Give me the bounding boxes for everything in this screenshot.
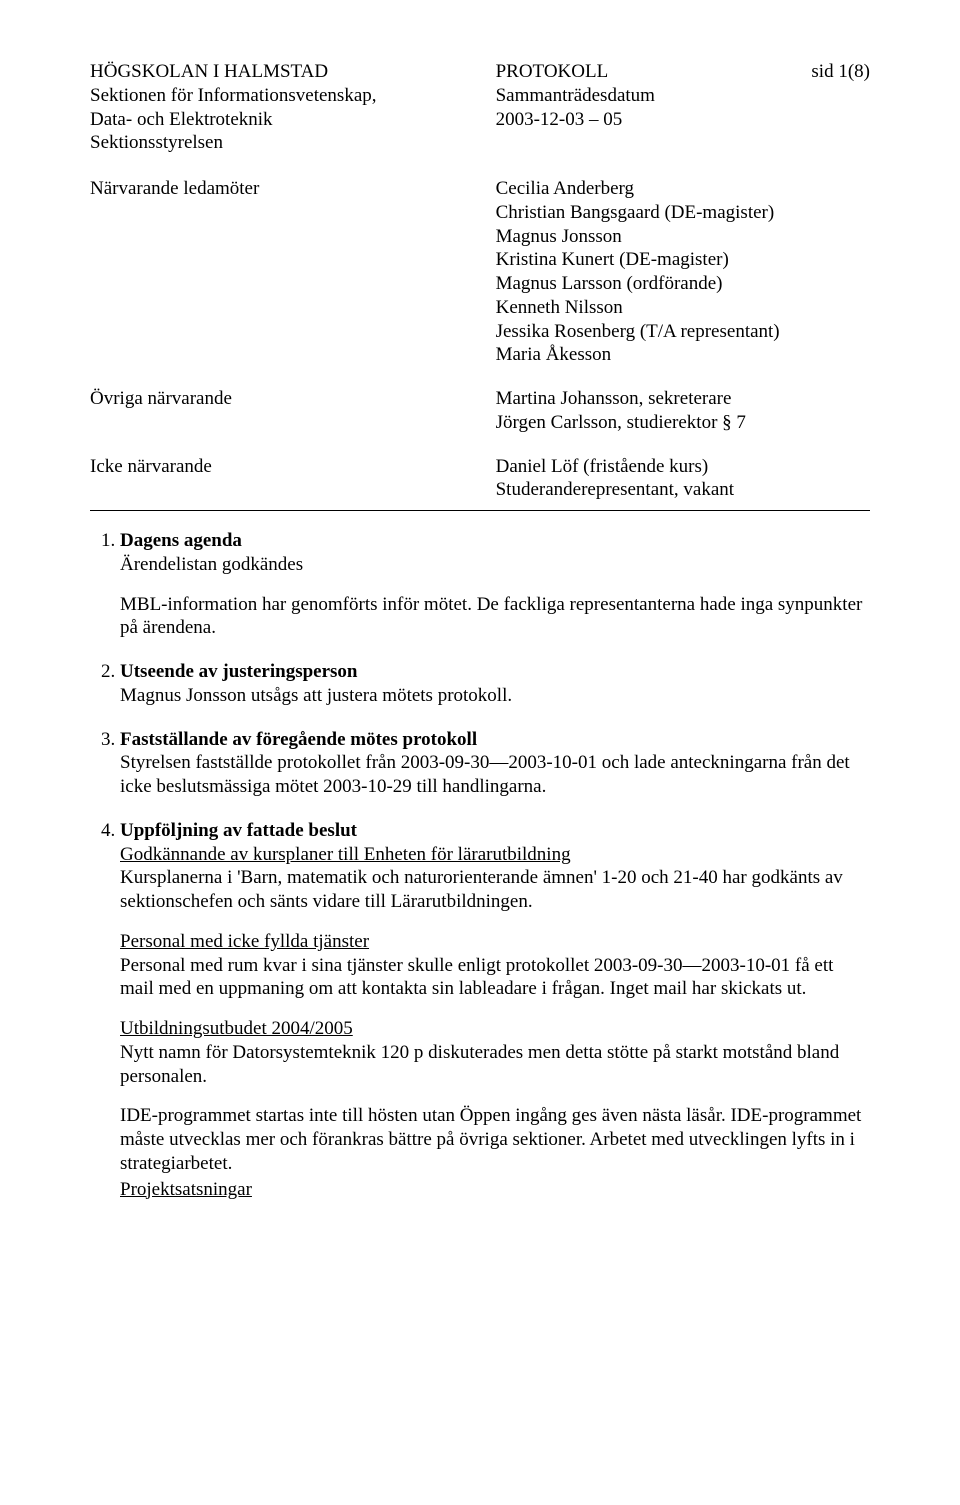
header-left: HÖGSKOLAN I HALMSTAD Sektionen för Infor… [90, 60, 496, 155]
subsection-title: Personal med icke fyllda tjänster [120, 931, 369, 952]
subsection-body: Kursplanerna i 'Barn, matematik och natu… [120, 867, 843, 912]
agenda-item-4: Uppföljning av fattade beslut Godkännand… [120, 819, 870, 1202]
item-paragraph: MBL-information har genomförts inför möt… [120, 593, 870, 641]
section-line-1: Sektionen för Informationsvetenskap, [90, 84, 496, 108]
present-members-list: Cecilia Anderberg Christian Bangsgaard (… [496, 177, 870, 367]
agenda-item-2: Utseende av justeringsperson Magnus Jons… [120, 660, 870, 708]
absent-label: Icke närvarande [90, 455, 496, 503]
item-title: Fastställande av föregående mötes protok… [120, 729, 477, 750]
attendance-block: Närvarande ledamöter Cecilia Anderberg C… [90, 177, 870, 502]
subsection: Utbildningsutbudet 2004/2005 Nytt namn f… [120, 1017, 870, 1176]
subsection: Personal med icke fyllda tjänster Person… [120, 930, 870, 1001]
person: Christian Bangsgaard (DE-magister) [496, 201, 870, 225]
datum-value: 2003-12-03 – 05 [496, 108, 761, 132]
subsection-body: Nytt namn för Datorsystemteknik 120 p di… [120, 1042, 839, 1087]
page: HÖGSKOLAN I HALMSTAD Sektionen för Infor… [0, 0, 960, 1505]
person: Magnus Jonsson [496, 225, 870, 249]
section-line-2: Data- och Elektroteknik [90, 108, 496, 132]
datum-label: Sammanträdesdatum [496, 84, 761, 108]
item-title: Utseende av justeringsperson [120, 661, 358, 682]
item-line: Ärendelistan godkändes [120, 554, 303, 575]
protokoll-label: PROTOKOLL [496, 60, 761, 84]
agenda-item-1: Dagens agenda Ärendelistan godkändes MBL… [120, 529, 870, 640]
header-middle: PROTOKOLL Sammanträdesdatum 2003-12-03 –… [496, 60, 761, 155]
subsection-title: Utbildningsutbudet 2004/2005 [120, 1018, 353, 1039]
item-title: Dagens agenda [120, 530, 242, 551]
agenda-item-3: Fastställande av föregående mötes protok… [120, 728, 870, 799]
person: Maria Åkesson [496, 343, 870, 367]
person: Kenneth Nilsson [496, 296, 870, 320]
person: Magnus Larsson (ordförande) [496, 272, 870, 296]
absent-row: Icke närvarande Daniel Löf (fristående k… [90, 455, 870, 503]
org-name: HÖGSKOLAN I HALMSTAD [90, 60, 496, 84]
present-members-row: Närvarande ledamöter Cecilia Anderberg C… [90, 177, 870, 367]
separator-line [90, 510, 870, 511]
person: Jessika Rosenberg (T/A representant) [496, 320, 870, 344]
others-present-list: Martina Johansson, sekreterare Jörgen Ca… [496, 387, 870, 435]
subsection-paragraph: IDE-programmet startas inte till hösten … [120, 1104, 870, 1175]
document-header: HÖGSKOLAN I HALMSTAD Sektionen för Infor… [90, 60, 870, 155]
person: Cecilia Anderberg [496, 177, 870, 201]
person: Kristina Kunert (DE-magister) [496, 248, 870, 272]
page-number: sid 1(8) [761, 60, 870, 84]
person: Studeranderepresentant, vakant [496, 478, 870, 502]
absent-list: Daniel Löf (fristående kurs) Studerander… [496, 455, 870, 503]
item-title: Uppföljning av fattade beslut [120, 820, 357, 841]
person: Jörgen Carlsson, studierektor § 7 [496, 411, 870, 435]
person: Daniel Löf (fristående kurs) [496, 455, 870, 479]
subsection: Projektsatsningar [120, 1178, 870, 1202]
header-right: sid 1(8) [761, 60, 870, 155]
person: Martina Johansson, sekreterare [496, 387, 870, 411]
others-present-row: Övriga närvarande Martina Johansson, sek… [90, 387, 870, 435]
item-line: Styrelsen fastställde protokollet från 2… [120, 752, 850, 797]
subsection-body: Personal med rum kvar i sina tjänster sk… [120, 955, 833, 1000]
item-line: Magnus Jonsson utsågs att justera mötets… [120, 685, 512, 706]
subsection-title: Godkännande av kursplaner till Enheten f… [120, 844, 571, 865]
section-line-3: Sektionsstyrelsen [90, 131, 496, 155]
others-present-label: Övriga närvarande [90, 387, 496, 435]
present-members-label: Närvarande ledamöter [90, 177, 496, 367]
subsection-title: Projektsatsningar [120, 1179, 252, 1200]
agenda-list: Dagens agenda Ärendelistan godkändes MBL… [90, 529, 870, 1201]
